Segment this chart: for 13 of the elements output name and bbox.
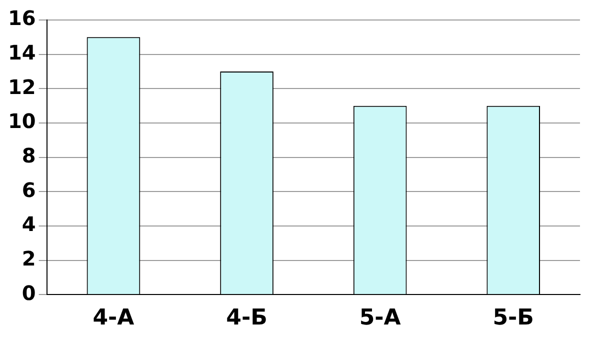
y-tick-label: 8 [22, 144, 36, 168]
x-tick-label: 4-А [92, 306, 134, 331]
y-tick-label: 16 [8, 6, 36, 30]
y-tick-label: 14 [8, 40, 36, 65]
x-tick-label: 5-А [359, 306, 401, 331]
y-tick-label: 2 [22, 246, 36, 270]
x-tick-label: 4-Б [226, 306, 268, 331]
y-tick-label: 10 [8, 109, 36, 134]
y-tick-label: 4 [22, 212, 36, 236]
y-tick-label: 12 [8, 74, 36, 99]
x-tick-label: 5-Б [492, 306, 534, 331]
y-tick-label: 0 [22, 280, 36, 305]
y-tick-label: 6 [22, 178, 36, 202]
